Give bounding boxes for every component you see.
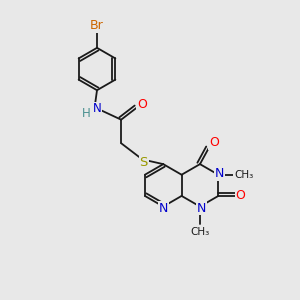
Text: S: S — [139, 156, 148, 169]
Text: N: N — [197, 202, 206, 214]
Text: N: N — [93, 102, 101, 115]
Text: O: O — [236, 189, 245, 203]
Text: H: H — [81, 107, 90, 120]
Text: CH₃: CH₃ — [190, 226, 210, 237]
Text: CH₃: CH₃ — [234, 170, 253, 180]
Text: N: N — [215, 167, 224, 180]
Text: Br: Br — [90, 19, 104, 32]
Text: O: O — [209, 136, 219, 149]
Text: N: N — [159, 202, 168, 214]
Text: O: O — [137, 98, 147, 111]
